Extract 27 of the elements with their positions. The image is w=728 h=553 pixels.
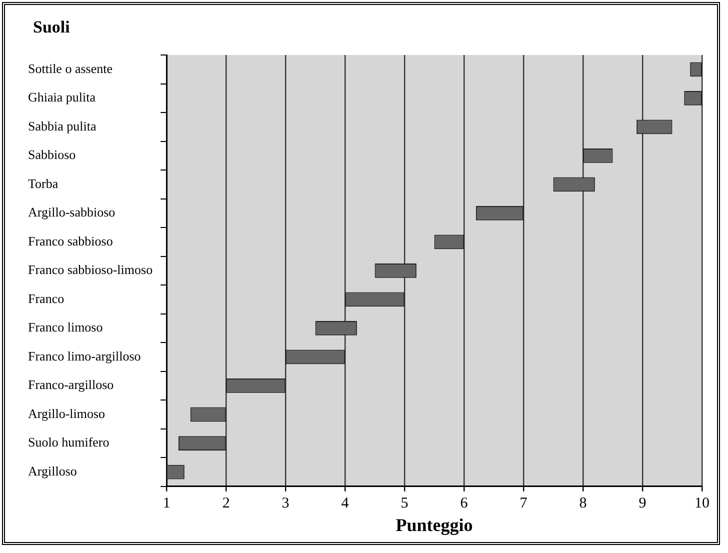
y-axis-title: Suoli — [33, 17, 70, 36]
y-tick-label: Franco limo-argilloso — [28, 348, 141, 364]
y-tick-label: Franco — [28, 290, 64, 306]
x-tick-label: 9 — [638, 495, 646, 512]
y-tick-label: Franco sabbioso-limoso — [28, 262, 153, 278]
x-tick-label: 6 — [460, 495, 468, 512]
y-tick-label: Argillo-sabbioso — [28, 204, 116, 220]
x-tick-label: 5 — [400, 495, 408, 512]
y-tick-label: Sottile o assente — [28, 60, 113, 76]
x-tick-label: 10 — [694, 495, 710, 512]
x-tick-label: 4 — [341, 495, 350, 512]
x-tick-label: 7 — [520, 495, 528, 512]
y-tick-label: Sabbia pulita — [28, 118, 96, 134]
y-tick-label: Franco limoso — [28, 320, 103, 335]
y-tick-label: Argilloso — [28, 463, 77, 478]
y-tick-label: Argillo-limoso — [28, 406, 106, 421]
x-axis-title: Punteggio — [396, 514, 473, 535]
y-tick-label: Franco sabbioso — [28, 233, 113, 248]
y-tick-label: Torba — [28, 176, 58, 191]
y-tick-label: Suolo humifero — [28, 434, 110, 450]
x-tick-label: 8 — [579, 495, 587, 512]
y-tick-label: Franco-argilloso — [28, 377, 114, 392]
x-tick-label: 3 — [282, 495, 290, 512]
x-tick-label: 2 — [222, 495, 230, 512]
y-tick-label: Sabbioso — [28, 147, 76, 162]
y-tick-label: Ghiaia pulita — [28, 90, 96, 105]
x-tick-label: 1 — [162, 495, 170, 512]
